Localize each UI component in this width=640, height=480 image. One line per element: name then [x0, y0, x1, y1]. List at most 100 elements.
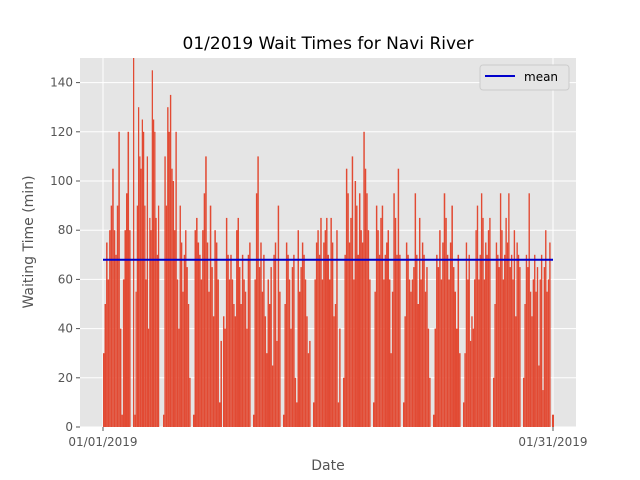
bar: [285, 242, 288, 427]
bar: [516, 242, 518, 427]
bar: [387, 230, 389, 427]
bar: [482, 217, 484, 427]
bar: [510, 254, 513, 427]
bar: [202, 230, 204, 427]
bar: [194, 230, 197, 427]
bar: [486, 254, 488, 427]
bar: [231, 279, 234, 427]
bar: [223, 316, 225, 427]
bar: [478, 279, 480, 427]
bar: [274, 242, 277, 427]
bar: [388, 279, 391, 427]
bar: [374, 291, 376, 427]
bar: [531, 316, 533, 427]
bar: [220, 340, 222, 427]
bar: [122, 279, 125, 427]
bar: [345, 168, 348, 427]
bar: [356, 205, 358, 427]
bar: [315, 242, 318, 427]
bar: [334, 304, 337, 427]
bar: [427, 328, 430, 427]
bar: [469, 340, 472, 427]
bar: [501, 230, 503, 427]
bar: [479, 254, 481, 427]
bar: [504, 254, 506, 427]
bar: [106, 242, 108, 427]
bar: [268, 304, 271, 427]
bar: [182, 291, 184, 427]
legend-mean-label: mean: [524, 70, 558, 84]
y-tick-label: 20: [58, 371, 73, 385]
bar: [391, 291, 394, 427]
bar: [156, 254, 158, 427]
bar: [360, 230, 362, 427]
bar: [214, 230, 216, 427]
x-tick-label: 01/01/2019: [68, 435, 137, 449]
bar: [234, 316, 237, 427]
bar: [244, 291, 247, 427]
bar: [283, 414, 285, 427]
bar: [552, 414, 554, 427]
bar: [420, 279, 422, 427]
bar: [524, 304, 526, 427]
bar: [367, 230, 370, 427]
bar: [165, 205, 168, 427]
bar: [426, 267, 428, 427]
bar: [151, 70, 153, 428]
bars: [103, 58, 554, 428]
bar: [133, 58, 135, 427]
bar: [317, 230, 319, 427]
bar: [437, 267, 440, 427]
bar: [451, 205, 453, 427]
bar: [318, 254, 321, 427]
bar: [489, 217, 491, 427]
bar: [287, 254, 289, 427]
bar: [390, 353, 392, 427]
bar: [303, 254, 305, 427]
bar: [167, 107, 169, 427]
bar: [172, 181, 175, 427]
bar: [517, 254, 520, 427]
bar: [127, 131, 130, 428]
x-axis-label: Date: [311, 458, 344, 474]
bar: [380, 217, 382, 427]
bar: [135, 291, 137, 427]
bar: [414, 193, 417, 427]
bar: [476, 205, 479, 427]
bar: [298, 291, 301, 427]
bar: [320, 217, 322, 427]
bar: [399, 254, 401, 427]
bar: [347, 193, 349, 427]
bar: [140, 168, 142, 427]
bar: [113, 230, 116, 427]
bar: [416, 254, 418, 427]
y-axis-label: Waiting Time (min): [21, 175, 37, 308]
bar: [512, 279, 514, 427]
bar: [418, 217, 421, 427]
bar: [436, 254, 438, 427]
bar: [205, 156, 207, 427]
bar: [393, 193, 395, 427]
bar: [449, 242, 452, 427]
bar: [351, 156, 354, 427]
y-tick-label: 100: [50, 174, 73, 188]
bar: [336, 230, 338, 427]
bar: [255, 193, 258, 427]
bar: [227, 254, 229, 427]
bar: [149, 217, 151, 427]
bar: [290, 328, 292, 427]
bar: [339, 328, 341, 427]
bar: [197, 242, 200, 427]
bar: [258, 267, 261, 427]
y-tick-label: 40: [58, 322, 73, 336]
bar: [433, 414, 435, 427]
bar: [404, 316, 406, 427]
bar: [277, 205, 280, 427]
bar: [373, 402, 375, 427]
bar: [495, 242, 498, 427]
bar: [396, 254, 398, 427]
bar: [328, 279, 331, 427]
bar: [129, 230, 131, 427]
